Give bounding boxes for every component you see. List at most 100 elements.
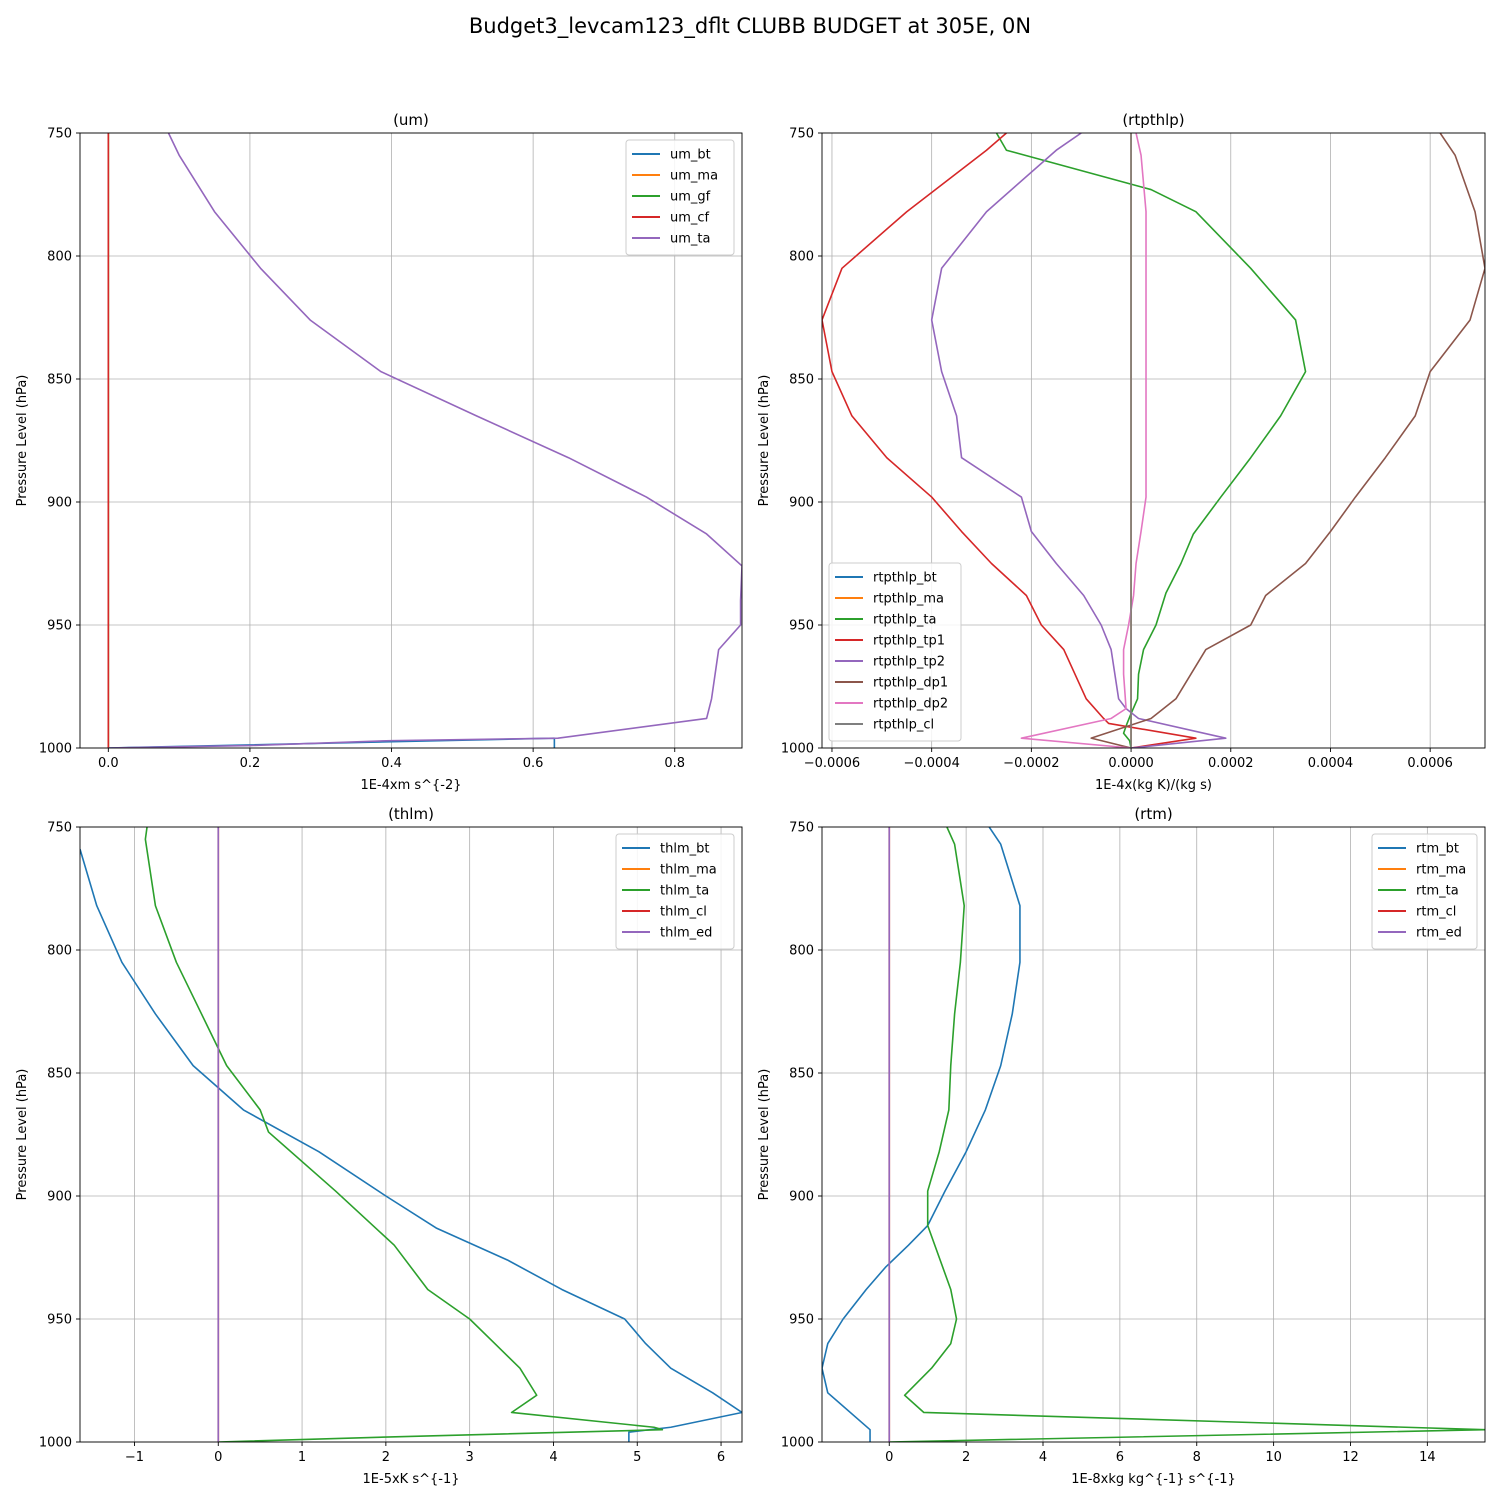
x-tick-label: 0.0 <box>98 756 119 771</box>
y-tick-label: 850 <box>47 373 72 388</box>
y-tick-label: 750 <box>789 127 814 142</box>
series-group <box>107 133 742 748</box>
figure-title: Budget3_levcam123_dflt CLUBB BUDGET at 3… <box>468 14 1032 38</box>
x-tick-label: 0 <box>885 1450 893 1465</box>
legend-entry-rtpthlp_dp1: rtpthlp_dp1 <box>873 676 948 691</box>
y-tick-label: 800 <box>789 944 814 959</box>
y-tick-label: 850 <box>789 373 814 388</box>
x-tick-label: 5 <box>633 1450 641 1465</box>
y-axis-label: Pressure Level (hPa) <box>757 1069 772 1201</box>
legend-box <box>828 562 962 742</box>
x-tick-label: 14 <box>1419 1450 1436 1465</box>
y-tick-label: 1000 <box>781 1436 814 1451</box>
x-tick-label: −1 <box>125 1450 144 1465</box>
series-line-rtpthlp_ta <box>995 133 1307 748</box>
panel-title: (rtm) <box>1134 805 1172 823</box>
axes-frame <box>821 132 1486 749</box>
legend-entry-rtpthlp_tp2: rtpthlp_tp2 <box>873 655 945 670</box>
y-tick-label: 750 <box>789 821 814 836</box>
legend: um_bt um_ma um_gf um_cf um_ta <box>625 139 735 256</box>
legend-entry-rtpthlp_dp2: rtpthlp_dp2 <box>873 697 948 712</box>
x-tick-label: 8 <box>1193 1450 1201 1465</box>
legend-entry-rtm_cl: rtm_cl <box>1416 905 1456 920</box>
panel-title: (rtpthlp) <box>1122 111 1184 129</box>
x-tick-label: 0.4 <box>381 756 402 771</box>
y-tick-label: 750 <box>47 127 72 142</box>
x-axis-label: 1E-8xkg kg^{-1} s^{-1} <box>1071 1472 1236 1487</box>
x-axis-label: 1E-4xm s^{-2} <box>360 778 461 793</box>
y-axis-label: Pressure Level (hPa) <box>15 1069 30 1201</box>
series-line-rtpthlp_dp2 <box>1020 133 1147 748</box>
x-tick-label: 0.0004 <box>1308 756 1354 771</box>
legend-entry-um_bt: um_bt <box>670 148 711 163</box>
y-axis-label: Pressure Level (hPa) <box>15 375 30 507</box>
legend-entry-thlm_cl: thlm_cl <box>660 905 707 920</box>
series-group <box>80 827 742 1442</box>
x-tick-label: 6 <box>1116 1450 1124 1465</box>
legend-entry-um_ta: um_ta <box>670 232 710 247</box>
y-tick-label: 1000 <box>781 742 814 757</box>
series-line-rtpthlp_tp2 <box>930 133 1227 748</box>
x-tick-label: 0.0002 <box>1208 756 1254 771</box>
x-tick-label: 0.2 <box>240 756 261 771</box>
y-tick-label: 1000 <box>39 1436 72 1451</box>
x-tick-label: 3 <box>466 1450 474 1465</box>
legend-entry-rtm_ma: rtm_ma <box>1416 863 1466 878</box>
x-tick-label: 4 <box>549 1450 557 1465</box>
x-tick-label: 2 <box>962 1450 970 1465</box>
series-line-rtm_ta <box>889 827 1485 1442</box>
y-tick-label: 800 <box>789 250 814 265</box>
x-tick-label: 1 <box>298 1450 306 1465</box>
y-tick-label: 900 <box>47 1190 72 1205</box>
legend-entry-thlm_ma: thlm_ma <box>660 863 717 878</box>
axes-frame <box>79 132 743 749</box>
y-tick-label: 750 <box>47 821 72 836</box>
x-tick-label: 0.8 <box>664 756 685 771</box>
y-tick-label: 950 <box>47 1313 72 1328</box>
series-group <box>822 133 1485 748</box>
legend-entry-thlm_bt: thlm_bt <box>660 842 709 857</box>
series-line-rtpthlp_dp1 <box>1090 133 1485 748</box>
legend-box <box>625 139 735 256</box>
series-line-rtpthlp_tp1 <box>822 133 1197 748</box>
series-group <box>822 827 1485 1442</box>
legend-entry-rtpthlp_ma: rtpthlp_ma <box>873 592 944 607</box>
panel-title: (um) <box>393 111 429 129</box>
panel-0: 0.0 0.2 0.4 0.6 0.8 750 800 850 900 950 1000 (um) 1E… <box>15 111 743 793</box>
x-tick-label: 0.6 <box>523 756 544 771</box>
y-tick-label: 800 <box>47 944 72 959</box>
x-axis-label: 1E-4x(kg K)/(kg s) <box>1095 778 1212 793</box>
legend-entry-um_cf: um_cf <box>670 211 710 226</box>
legend-entry-um_ma: um_ma <box>670 169 718 184</box>
x-tick-label: 2 <box>382 1450 390 1465</box>
legend-box <box>1371 833 1478 950</box>
legend-entry-rtpthlp_bt: rtpthlp_bt <box>873 571 937 586</box>
y-tick-label: 900 <box>789 1190 814 1205</box>
legend: thlm_bt thlm_ma thlm_ta thlm_cl thlm_ed <box>615 833 735 950</box>
axes-frame <box>821 826 1486 1443</box>
series-line-rtm_bt <box>822 827 1021 1442</box>
x-tick-label: 0 <box>214 1450 222 1465</box>
x-tick-label: 6 <box>717 1450 725 1465</box>
x-tick-label: 0.0000 <box>1108 756 1154 771</box>
legend-entry-um_gf: um_gf <box>670 190 711 205</box>
legend: rtpthlp_bt rtpthlp_ma rtpthlp_ta rtpthlp_tp… <box>828 562 962 742</box>
legend-entry-thlm_ed: thlm_ed <box>660 926 712 941</box>
series-line-thlm_bt <box>80 848 742 1442</box>
panel-2: −1 0 1 2 3 4 5 6 750 800 850 900 950 1000 (thlm) 1E-5xK… <box>15 805 743 1487</box>
axes-frame <box>79 826 743 1443</box>
x-tick-label: 10 <box>1265 1450 1282 1465</box>
legend: rtm_bt rtm_ma rtm_ta rtm_cl rtm_ed <box>1371 833 1478 950</box>
y-tick-label: 1000 <box>39 742 72 757</box>
y-tick-label: 800 <box>47 250 72 265</box>
legend-entry-thlm_ta: thlm_ta <box>660 884 709 899</box>
legend-entry-rtpthlp_tp1: rtpthlp_tp1 <box>873 634 945 649</box>
y-axis-label: Pressure Level (hPa) <box>757 375 772 507</box>
y-tick-label: 850 <box>47 1067 72 1082</box>
y-tick-label: 900 <box>789 496 814 511</box>
series-line-thlm_ta <box>144 827 664 1442</box>
panel-1: −0.0006 −0.0004 −0.0002 0.0000 0.0002 0.0004 0… <box>757 111 1486 793</box>
legend-entry-rtm_ta: rtm_ta <box>1416 884 1459 899</box>
